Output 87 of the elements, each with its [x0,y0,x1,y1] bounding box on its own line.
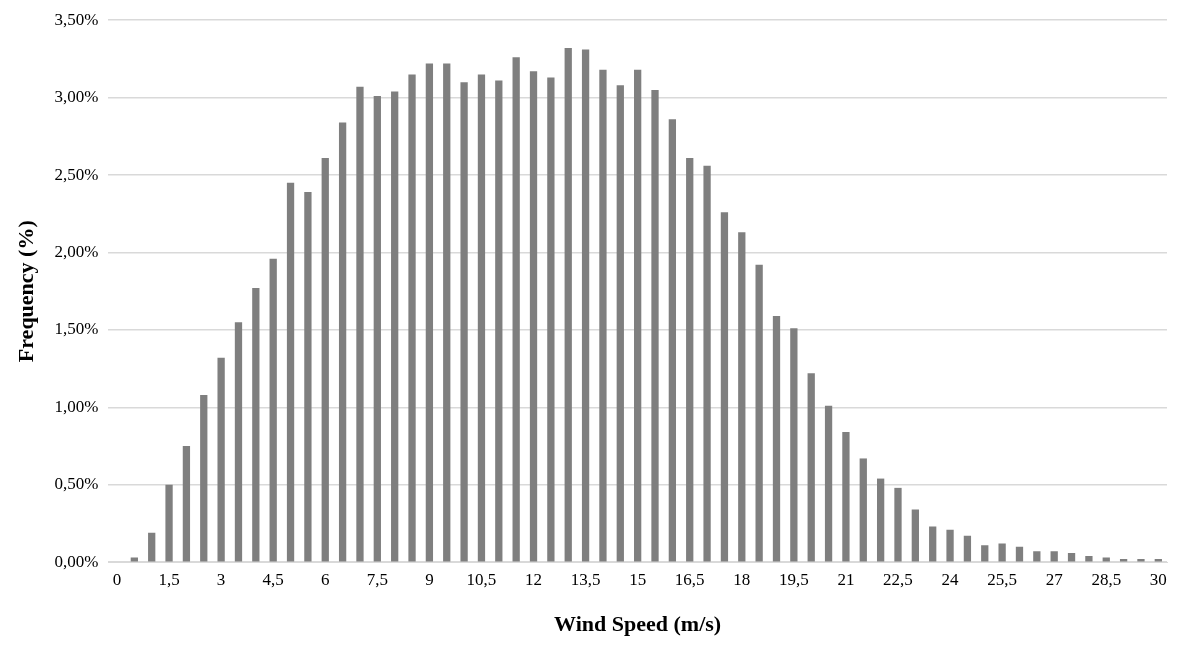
x-tick-label: 7,5 [366,569,388,589]
x-tick-label: 22,5 [883,569,913,589]
bar [148,532,156,562]
bar [963,535,972,562]
x-tick-label: 16,5 [674,569,705,589]
bar [894,487,902,562]
x-tick-label: 0 [112,569,122,589]
bar [391,91,399,562]
bar [200,394,208,562]
bar [824,405,833,562]
y-tick-label: 2,00% [54,241,99,261]
x-tick-label: 15 [629,569,647,589]
bar [408,74,416,562]
bar [182,446,191,562]
x-tick-label: 9 [425,569,434,589]
bar [1033,551,1041,562]
bar [581,49,590,562]
bar [1050,551,1058,562]
bar [495,80,503,562]
x-tick-label: 13,5 [570,569,601,589]
x-tick-label: 1,5 [158,569,180,589]
bar [373,96,381,562]
y-tick-label: 3,50% [54,9,99,29]
bar [304,192,312,562]
x-tick-label: 19,5 [778,569,809,589]
x-axis-title: Wind Speed (m/s) [554,611,722,637]
bar [616,85,624,562]
bar [529,71,538,562]
bar [946,529,954,562]
bar [356,86,364,562]
y-tick-label: 1,50% [54,319,99,339]
x-tick-label: 10,5 [466,569,497,589]
bar [252,288,260,562]
bar [686,158,694,562]
bar [338,122,347,562]
x-tick-label: 4,5 [262,569,284,589]
x-tick-label: 21 [837,569,855,589]
x-tick-label: 18 [733,569,751,589]
bar [234,322,243,562]
bar [651,89,659,562]
x-tick-label: 24 [941,569,960,589]
bar [981,545,989,562]
bar [1137,559,1145,562]
x-tick-label: 25,5 [987,569,1017,589]
x-tick-label: 30 [1149,569,1167,589]
bar [443,63,451,562]
x-tick-label: 27 [1045,569,1064,589]
bar [668,119,677,562]
bar [738,232,746,562]
bar [512,57,520,562]
bar [564,48,572,562]
x-tick-label: 28,5 [1091,569,1122,589]
y-tick-label: 3,00% [54,87,99,107]
bar [1015,546,1024,562]
bar [703,165,711,562]
bar [859,458,867,562]
bar [755,264,763,562]
y-tick-label: 0,50% [54,474,99,494]
bar [269,258,277,562]
x-tick-label: 12 [525,569,543,589]
y-tick-label: 0,00% [54,551,99,571]
y-tick-label: 2,50% [54,164,99,184]
bar [217,357,225,562]
bar [790,328,798,562]
bar [547,77,555,562]
bar [460,82,468,562]
bar [165,484,173,562]
bar [634,69,642,562]
y-tick-label: 1,00% [54,396,99,416]
bar [425,63,434,562]
bar [929,526,937,562]
bar [772,315,781,562]
bar [876,478,885,562]
bar [911,509,919,562]
x-tick-label: 3 [216,569,226,589]
bar [1067,552,1076,562]
bar [477,74,486,562]
bar [720,212,729,562]
x-tick-label: 6 [321,569,330,589]
bar [1085,556,1093,562]
bar [842,432,850,562]
bar [286,182,295,562]
y-axis-title: Frequency (%) [12,220,38,363]
bar [807,373,815,562]
bar [998,543,1006,562]
bar [599,69,607,562]
bar [321,158,329,562]
